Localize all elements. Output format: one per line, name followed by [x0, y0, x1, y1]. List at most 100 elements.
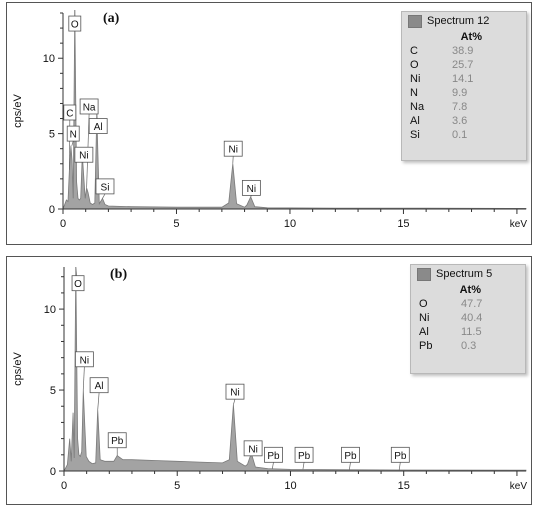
legend-header: Spectrum 5 [411, 265, 525, 283]
peak-label-box [107, 432, 127, 449]
panel-label: (b) [110, 267, 127, 282]
spectrum-area [63, 266, 527, 472]
legend-row: Ni 40.4 [411, 311, 525, 325]
legend-value: 3.6 [452, 115, 468, 127]
y-tick-label: 5 [50, 385, 56, 397]
peak-label: Pb [344, 451, 357, 462]
legend-value: 0.1 [452, 129, 468, 141]
peak-label-box [89, 377, 109, 394]
peak-label: Ni [228, 145, 237, 156]
peak-label-leader [302, 462, 305, 470]
peak-label-leader [102, 193, 106, 199]
peak-label: Pb [394, 451, 407, 462]
peak-label-box [68, 15, 82, 32]
legend-column-header: At% [459, 284, 481, 296]
peak-label: Ni [230, 388, 239, 399]
legend-swatch [408, 14, 422, 28]
peak-label-box [63, 104, 77, 121]
legend-element: O [410, 59, 419, 71]
legend-column-header: At% [460, 31, 482, 43]
x-tick-label: 0 [61, 480, 67, 492]
y-tick-label: 0 [50, 466, 56, 478]
peak-label: Pb [111, 436, 124, 447]
peak-label-leader [82, 366, 85, 391]
x-tick-label: 15 [397, 218, 409, 230]
legend-element: Ni [410, 73, 421, 85]
peak-label-leader [272, 462, 274, 469]
legend-row: N 9.9 [402, 86, 526, 100]
x-unit-label: keV [510, 219, 528, 230]
legend-element: Pb [419, 340, 433, 352]
legend-row: Ni 14.1 [402, 72, 526, 86]
legend-value: 38.9 [452, 45, 474, 57]
peak-label-box [241, 179, 261, 196]
peak-label-box [264, 446, 283, 463]
legend-value: 40.4 [461, 312, 483, 324]
peak-label: Ni [80, 355, 89, 366]
legend-element: Al [410, 115, 420, 127]
peak-label: Pb [267, 451, 280, 462]
peak-label-box [225, 383, 245, 400]
x-tick-label: 10 [284, 218, 296, 230]
legend-value: 9.9 [452, 87, 468, 99]
legend-row: Al 3.6 [402, 114, 526, 128]
peak-label: Al [95, 381, 104, 392]
peak-label: Ni [248, 444, 257, 455]
legend-value: 11.5 [461, 326, 482, 338]
peak-label: O [74, 279, 82, 290]
peak-label: Na [83, 102, 96, 113]
legend-header: Spectrum 12 [402, 12, 526, 30]
legend-row: Na 7.8 [402, 100, 526, 114]
peak-label-box [223, 140, 243, 157]
legend-value: 14.1 [452, 73, 474, 85]
peak-label: C [66, 109, 73, 120]
y-tick-label: 0 [49, 204, 55, 216]
legend-row: Si 0.1 [402, 128, 526, 142]
peak-label-box [66, 125, 80, 142]
x-tick-label: 15 [398, 480, 410, 492]
peak-label: Pb [298, 451, 311, 462]
peak-label-box [74, 351, 94, 368]
peak-label-box [71, 275, 85, 292]
peak-label: Ni [79, 151, 88, 162]
legend-element: Na [410, 101, 425, 113]
peak-label-leader [97, 392, 100, 410]
legend-value: 0.3 [461, 340, 477, 352]
peak-label-box [294, 446, 314, 463]
x-unit-label: keV [510, 481, 528, 492]
legend-element: Al [419, 326, 429, 338]
peak-label-box [79, 98, 99, 115]
legend-row: C 38.9 [402, 44, 526, 58]
spectrum-panel-b: 0 5 10 15 keV 0 5 10 cps/eV (b) O Ni Al Pb Ni Ni Pb Pb Pb P… [6, 256, 532, 505]
legend-value: 25.7 [452, 59, 474, 71]
legend-row: O 47.7 [411, 297, 525, 311]
legend-element: N [410, 87, 418, 99]
x-tick-label: 5 [174, 480, 180, 492]
spectrum-panel-a: 0 5 10 15 keV 0 5 10 cps/eV (a) O C N Na Ni Al Si Ni Ni Sp… [6, 2, 532, 245]
panel-label: (a) [103, 11, 120, 26]
peak-label: Ni [247, 184, 256, 195]
legend-a: Spectrum 12 At% C 38.9 O 25.7 Ni 14.1 N 9.9 … [401, 11, 527, 161]
peak-label-box [88, 118, 108, 134]
y-tick-label: 10 [43, 53, 55, 65]
x-tick-label: 0 [60, 218, 66, 230]
legend-value: 47.7 [461, 298, 483, 310]
legend-element: O [419, 298, 428, 310]
legend-title: Spectrum 12 [427, 15, 490, 27]
peak-label-box [341, 446, 360, 463]
peak-label-box [74, 146, 94, 163]
legend-row: O 25.7 [402, 58, 526, 72]
legend-b: Spectrum 5 At% O 47.7 Ni 40.4 Al 11.5 Pb 0.3 [410, 264, 526, 374]
y-tick-label: 10 [44, 304, 56, 316]
peak-label: Si [101, 182, 110, 193]
peak-label-leader [349, 462, 351, 470]
peak-label: N [70, 130, 77, 141]
peak-label-box [243, 440, 263, 457]
legend-swatch [417, 267, 431, 281]
legend-element: Si [410, 129, 420, 141]
peak-label-leader [233, 399, 236, 405]
legend-value: 7.8 [452, 101, 468, 113]
peak-label-box [390, 446, 410, 463]
